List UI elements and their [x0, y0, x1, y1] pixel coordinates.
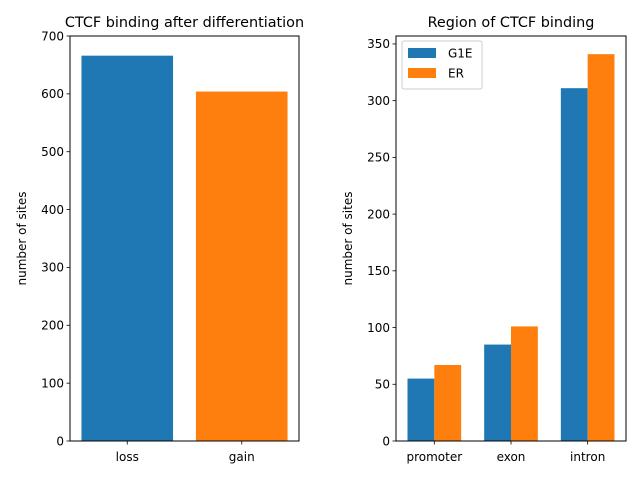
bar-loss	[81, 55, 174, 442]
y-axis: 0 50 100 150 200 250 300 350	[367, 37, 396, 448]
bars	[407, 54, 615, 442]
bar-er-promoter	[434, 364, 462, 441]
y-tick-label: 300	[41, 261, 64, 275]
y-tick-label: 100	[41, 376, 64, 390]
bar-er-intron	[587, 54, 615, 442]
bar-er-exon	[511, 326, 538, 441]
y-axis-label: number of sites	[341, 192, 355, 286]
bar-g1e-promoter	[407, 378, 435, 441]
x-tick-label-loss: loss	[116, 450, 139, 464]
y-tick-label: 500	[41, 145, 64, 159]
legend: G1E ER	[401, 40, 483, 90]
y-tick-label: 350	[367, 37, 390, 51]
y-tick-label: 0	[382, 434, 390, 448]
y-axis: 0 100 200 300 400 500 600 700	[41, 29, 70, 448]
x-axis: loss gain	[116, 441, 255, 464]
y-tick-label: 250	[367, 151, 390, 165]
x-tick-label-promoter: promoter	[406, 450, 462, 464]
chart-title: Region of CTCF binding	[428, 15, 595, 31]
legend-swatch-er	[408, 68, 436, 78]
y-tick-label: 200	[41, 319, 64, 333]
y-tick-label: 150	[367, 264, 390, 278]
x-tick-label-exon: exon	[497, 450, 526, 464]
y-axis-label: number of sites	[15, 192, 29, 286]
bars	[81, 55, 288, 442]
y-tick-label: 50	[375, 378, 390, 392]
legend-label-er: ER	[448, 67, 464, 81]
y-tick-label: 200	[367, 207, 390, 221]
y-tick-label: 100	[367, 321, 390, 335]
bar-gain	[195, 91, 288, 442]
plot-frame	[69, 35, 300, 442]
bar-g1e-exon	[484, 344, 511, 441]
legend-swatch-g1e	[408, 48, 436, 58]
plot-frame	[395, 35, 627, 442]
y-tick-label: 0	[56, 434, 64, 448]
chart-title: CTCF binding after differentiation	[65, 15, 304, 31]
y-tick-label: 400	[41, 203, 64, 217]
y-tick-label: 600	[41, 87, 64, 101]
x-axis: promoter exon intron	[406, 441, 605, 464]
legend-label-g1e: G1E	[448, 47, 473, 61]
bar-g1e-intron	[560, 88, 588, 441]
y-tick-label: 700	[41, 29, 64, 43]
x-tick-label-intron: intron	[570, 450, 605, 464]
chart-region-of-ctcf-binding: Region of CTCF binding number of sites 0…	[341, 15, 627, 464]
x-tick-label-gain: gain	[229, 450, 255, 464]
chart-ctcf-binding-after-differentiation: CTCF binding after differentiation numbe…	[15, 15, 304, 464]
y-tick-label: 300	[367, 94, 390, 108]
